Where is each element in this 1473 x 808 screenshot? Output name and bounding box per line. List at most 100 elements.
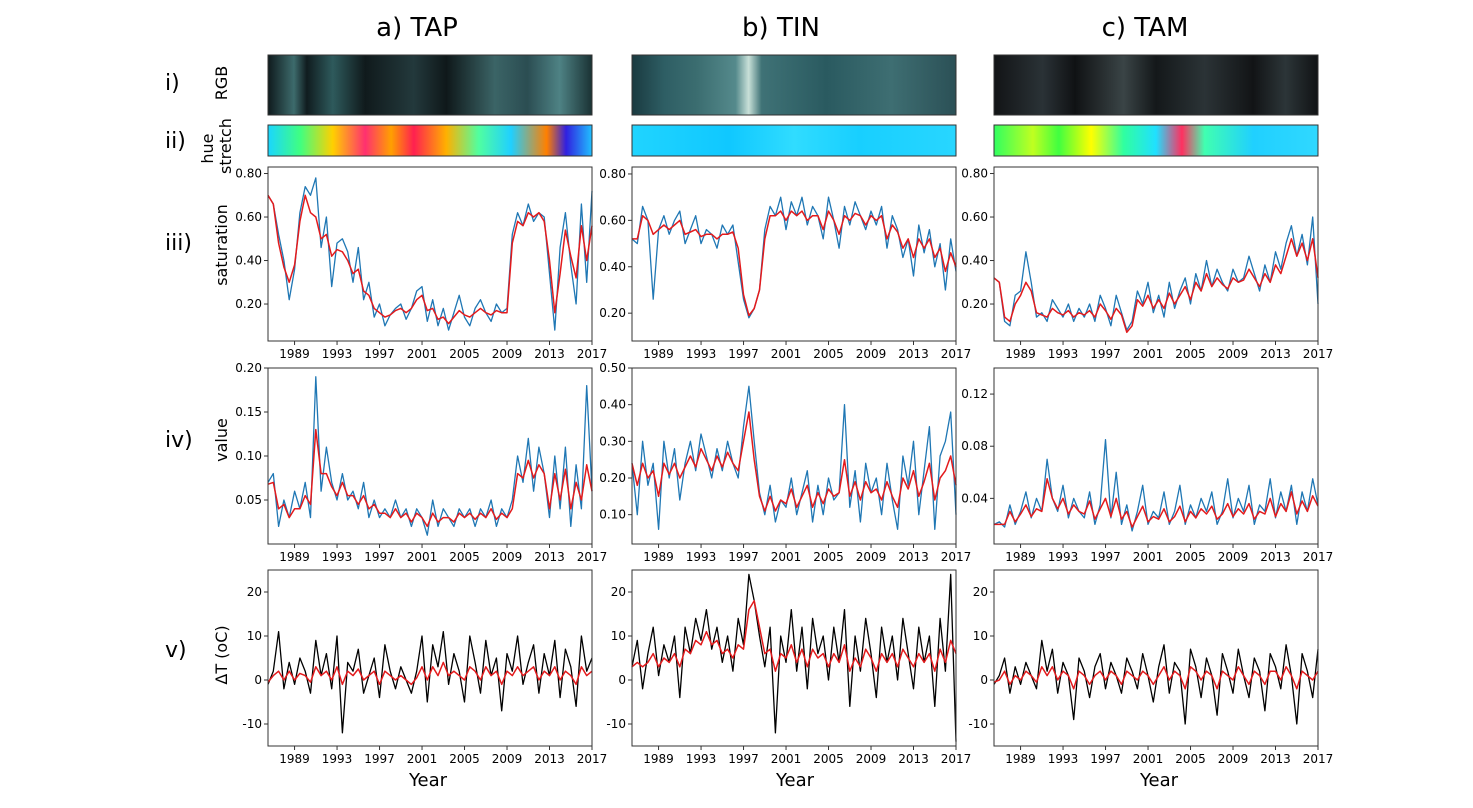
x-tick-label-a-iii-1997: 1997 <box>364 347 395 361</box>
x-tick-label-a-iv-2013: 2013 <box>534 550 565 564</box>
series-smoothed-b-v <box>631 600 957 672</box>
x-tick-label-a-iv-1989: 1989 <box>279 550 310 564</box>
rgb-strip-c <box>993 54 1319 116</box>
x-tick-label-c-iii-2005: 2005 <box>1175 347 1206 361</box>
x-tick-label-a-v-1993: 1993 <box>322 752 353 766</box>
x-tick-label-b-iii-1989: 1989 <box>643 347 674 361</box>
panel-b-v: 1989 1993 1997 2001 2005 2009 2013 2017 -10 0 10 20 <box>606 569 971 766</box>
series-raw-b-iii <box>631 196 957 319</box>
series-smoothed-a-iii <box>267 194 593 325</box>
panel-a-v: 1989 1993 1997 2001 2005 2009 2013 2017 -10 0 10 20 <box>242 569 608 766</box>
ylabel-hue: hue <box>198 133 217 163</box>
xlabel-c: Year <box>1139 770 1179 791</box>
series-smoothed-c-iii <box>993 238 1319 334</box>
y-tick-label-b-iii-2: 0.60 <box>599 213 626 227</box>
x-tick-label-a-iii-1993: 1993 <box>322 347 353 361</box>
y-tick-label-c-v-1: 0 <box>980 673 988 687</box>
panel-c-v: 1989 1993 1997 2001 2005 2009 2013 2017 -10 0 10 20 <box>968 569 1334 766</box>
y-tick-label-c-iv-2: 0.12 <box>961 387 988 401</box>
x-tick-label-b-iii-2001: 2001 <box>771 347 802 361</box>
series-raw-c-iv <box>993 439 1319 532</box>
y-tick-label-b-iv-1: 0.20 <box>599 471 626 485</box>
x-tick-label-a-iii-2001: 2001 <box>407 347 438 361</box>
y-tick-label-b-iv-2: 0.30 <box>599 434 626 448</box>
series-raw-c-v <box>993 639 1319 725</box>
x-tick-label-a-iii-1989: 1989 <box>279 347 310 361</box>
panel-a-iii: 1989 1993 1997 2001 2005 2009 2013 2017 0.20 0.40… <box>235 166 608 361</box>
axes-frame-b-iii <box>631 166 957 342</box>
axes-frame-c-iii <box>993 166 1319 342</box>
ylabel-delta-t: ΔT (oC) <box>212 625 231 684</box>
series-smoothed-b-iii <box>632 210 957 317</box>
x-tick-label-c-iv-2001: 2001 <box>1133 550 1164 564</box>
y-tick-label-c-v-3: 20 <box>973 585 988 599</box>
x-tick-label-c-v-1997: 1997 <box>1090 752 1121 766</box>
x-tick-label-b-iv-2001: 2001 <box>771 550 802 564</box>
x-tick-label-c-iii-1993: 1993 <box>1048 347 1079 361</box>
y-tick-label-a-v-0: -10 <box>242 717 262 731</box>
x-tick-label-b-iv-2013: 2013 <box>898 550 929 564</box>
x-tick-label-b-iii-2013: 2013 <box>898 347 929 361</box>
x-tick-label-c-v-1993: 1993 <box>1048 752 1079 766</box>
ylabel-stretch: stretch <box>216 118 235 174</box>
y-tick-label-c-iv-0: 0.04 <box>961 491 988 505</box>
x-tick-label-a-v-2013: 2013 <box>534 752 565 766</box>
axes-frame-b-v <box>631 569 957 747</box>
hue-strip-a <box>267 124 593 157</box>
x-tick-label-c-v-2005: 2005 <box>1175 752 1206 766</box>
x-tick-label-a-iii-2009: 2009 <box>492 347 523 361</box>
x-tick-label-a-iii-2017: 2017 <box>577 347 608 361</box>
x-tick-label-c-v-2013: 2013 <box>1260 752 1291 766</box>
y-tick-label-a-v-2: 10 <box>247 629 262 643</box>
x-tick-label-a-iii-2013: 2013 <box>534 347 565 361</box>
row-label-i: i) <box>165 71 180 96</box>
x-tick-label-c-v-2009: 2009 <box>1218 752 1249 766</box>
x-tick-label-b-iii-1993: 1993 <box>686 347 717 361</box>
x-tick-label-b-iv-1989: 1989 <box>643 550 674 564</box>
x-tick-label-b-iv-2017: 2017 <box>941 550 972 564</box>
y-tick-label-a-iv-1: 0.10 <box>235 449 262 463</box>
x-tick-label-a-v-2009: 2009 <box>492 752 523 766</box>
y-tick-label-c-v-0: -10 <box>968 717 988 731</box>
column-title-a: a) TAP <box>376 13 458 43</box>
row-label-iii: iii) <box>165 231 192 256</box>
y-tick-label-b-iv-0: 0.10 <box>599 508 626 522</box>
x-tick-label-a-v-1989: 1989 <box>279 752 310 766</box>
y-tick-label-b-iv-4: 0.50 <box>599 361 626 375</box>
x-tick-label-a-v-2005: 2005 <box>449 752 480 766</box>
x-tick-label-b-iv-2005: 2005 <box>813 550 844 564</box>
y-tick-label-a-iv-2: 0.15 <box>235 405 262 419</box>
x-tick-label-a-iv-2005: 2005 <box>449 550 480 564</box>
x-tick-label-c-iv-2005: 2005 <box>1175 550 1206 564</box>
panel-c-iii: 1989 1993 1997 2001 2005 2009 2013 2017 0.20 0.40… <box>961 166 1333 361</box>
y-tick-label-c-v-2: 10 <box>973 629 988 643</box>
x-tick-label-b-iii-2009: 2009 <box>856 347 887 361</box>
row-label-v: v) <box>165 638 187 663</box>
x-tick-label-c-v-2017: 2017 <box>1303 752 1334 766</box>
x-tick-label-c-iv-2009: 2009 <box>1218 550 1249 564</box>
column-title-c: c) TAM <box>1102 13 1189 43</box>
hue-strip-b <box>631 124 957 157</box>
y-tick-label-c-iii-2: 0.60 <box>961 210 988 224</box>
x-tick-label-b-v-2001: 2001 <box>771 752 802 766</box>
x-tick-label-a-iv-2017: 2017 <box>577 550 608 564</box>
x-tick-label-a-iv-2009: 2009 <box>492 550 523 564</box>
y-tick-label-a-iii-1: 0.40 <box>235 254 262 268</box>
x-tick-label-a-iv-1997: 1997 <box>364 550 395 564</box>
ylabel-hue-stretch: hue stretch <box>198 118 235 174</box>
x-tick-label-c-iv-1993: 1993 <box>1048 550 1079 564</box>
y-tick-label-c-iv-1: 0.08 <box>961 439 988 453</box>
column-title-b: b) TIN <box>742 13 820 43</box>
axes-frame-a-v <box>267 569 593 747</box>
x-tick-label-b-v-2009: 2009 <box>856 752 887 766</box>
y-tick-label-c-iii-3: 0.80 <box>961 167 988 181</box>
x-tick-label-a-v-2017: 2017 <box>577 752 608 766</box>
panel-b-iii: 1989 1993 1997 2001 2005 2009 2013 2017 0.20 0.40… <box>599 166 971 361</box>
panel-c-iv: 1989 1993 1997 2001 2005 2009 2013 2017 0.04 0.08… <box>961 367 1333 564</box>
x-tick-label-c-v-1989: 1989 <box>1005 752 1036 766</box>
axes-frame-c-iv <box>993 367 1319 545</box>
x-tick-label-c-iii-1989: 1989 <box>1005 347 1036 361</box>
row-label-iv: iv) <box>165 428 193 453</box>
x-tick-label-b-iv-1993: 1993 <box>686 550 717 564</box>
axes-frame-c-v <box>993 569 1319 747</box>
